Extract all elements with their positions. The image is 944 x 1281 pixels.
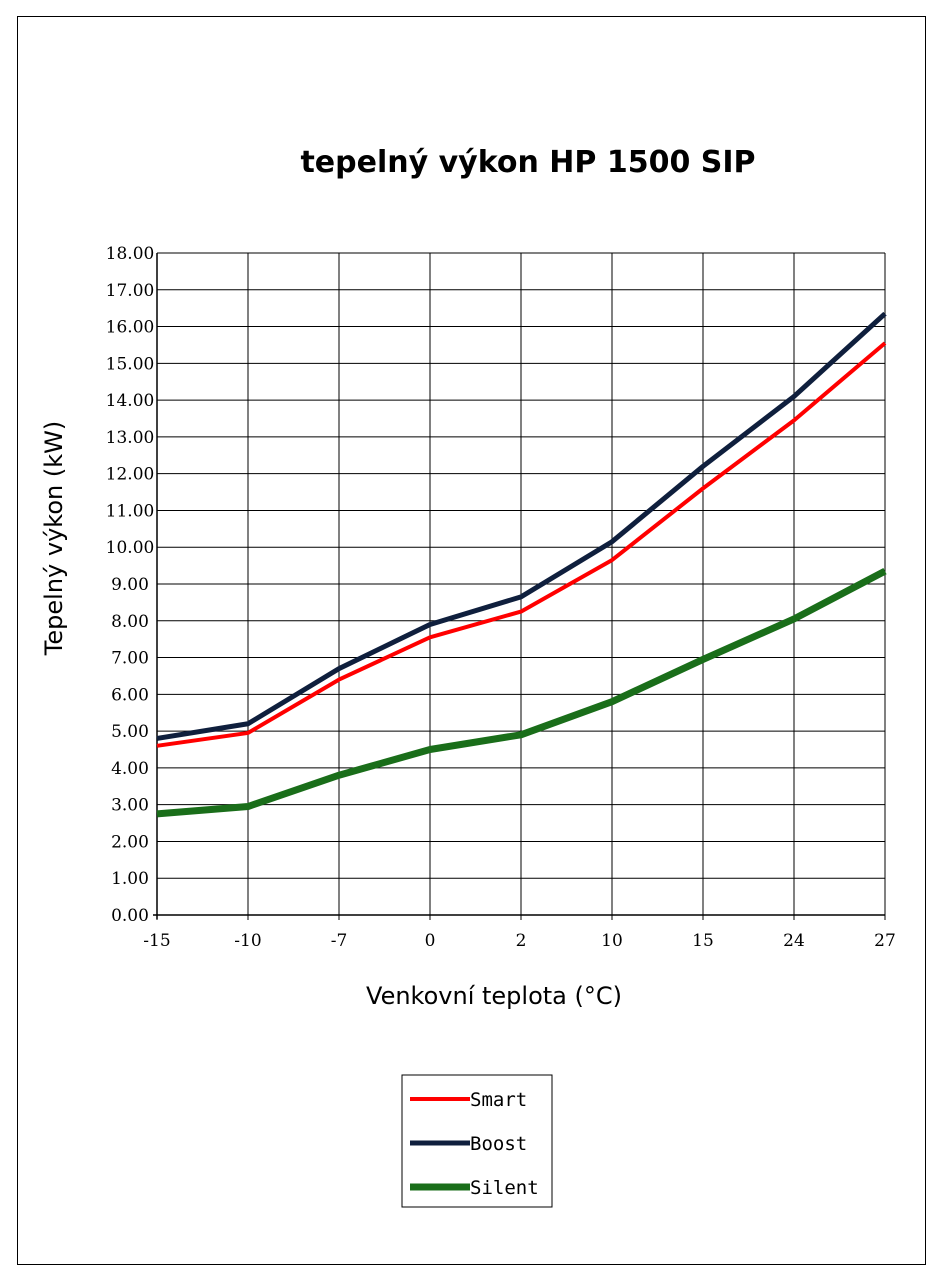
y-tick-label: 14.00: [106, 391, 155, 411]
y-tick-label: 10.00: [106, 538, 155, 558]
series-lines: [156, 311, 887, 818]
y-tick-label: 18.00: [106, 244, 155, 264]
y-tick-label: 11.00: [106, 501, 155, 521]
x-tick-label: 2: [516, 931, 527, 951]
legend-label-smart: Smart: [470, 1089, 527, 1111]
y-axis-title: Tepelný výkon (kW): [40, 421, 68, 656]
y-tick-label: 4.00: [111, 759, 149, 779]
y-tick-label: 6.00: [111, 685, 149, 705]
x-axis-ticks: -15 -10 -7 0 2 10 15 24 27: [143, 931, 896, 951]
series-line-silent: [156, 568, 887, 818]
y-tick-label: 9.00: [111, 575, 149, 595]
y-tick-label: 8.00: [111, 612, 149, 632]
x-tick-label: 10: [601, 931, 623, 951]
y-tick-label: 3.00: [111, 796, 149, 816]
y-tick-label: 16.00: [106, 318, 155, 338]
x-tick-label: -7: [331, 931, 348, 951]
y-tick-label: 0.00: [111, 906, 149, 926]
y-tick-label: 2.00: [111, 832, 149, 852]
legend-label-silent: Silent: [470, 1177, 539, 1199]
x-tick-label: -15: [143, 931, 170, 951]
y-tick-label: 7.00: [111, 649, 149, 669]
y-tick-label: 13.00: [106, 428, 155, 448]
y-tick-label: 12.00: [106, 465, 155, 485]
y-tick-label: 5.00: [111, 722, 149, 742]
x-tick-label: -10: [234, 931, 261, 951]
x-axis-title: Venkovní teplota (°C): [366, 982, 622, 1010]
series-line-boost: [156, 311, 887, 741]
legend-label-boost: Boost: [470, 1133, 527, 1155]
chart-title: tepelný výkon HP 1500 SIP: [300, 145, 755, 180]
x-tick-label: 0: [425, 931, 436, 951]
x-tick-label: 24: [783, 931, 805, 951]
x-tick-label: 15: [692, 931, 714, 951]
grid-lines: [153, 252, 886, 920]
y-tick-label: 15.00: [106, 354, 155, 374]
series-line-smart: [156, 341, 887, 748]
legend: Smart Boost Silent: [401, 1074, 553, 1208]
y-tick-label: 1.00: [111, 869, 149, 889]
y-axis-ticks: 0.00 1.00 2.00 3.00 4.00 5.00 6.00 7.00 8.00 9.00…: [106, 244, 155, 926]
y-tick-label: 17.00: [106, 281, 155, 301]
x-tick-label: 27: [874, 931, 896, 951]
